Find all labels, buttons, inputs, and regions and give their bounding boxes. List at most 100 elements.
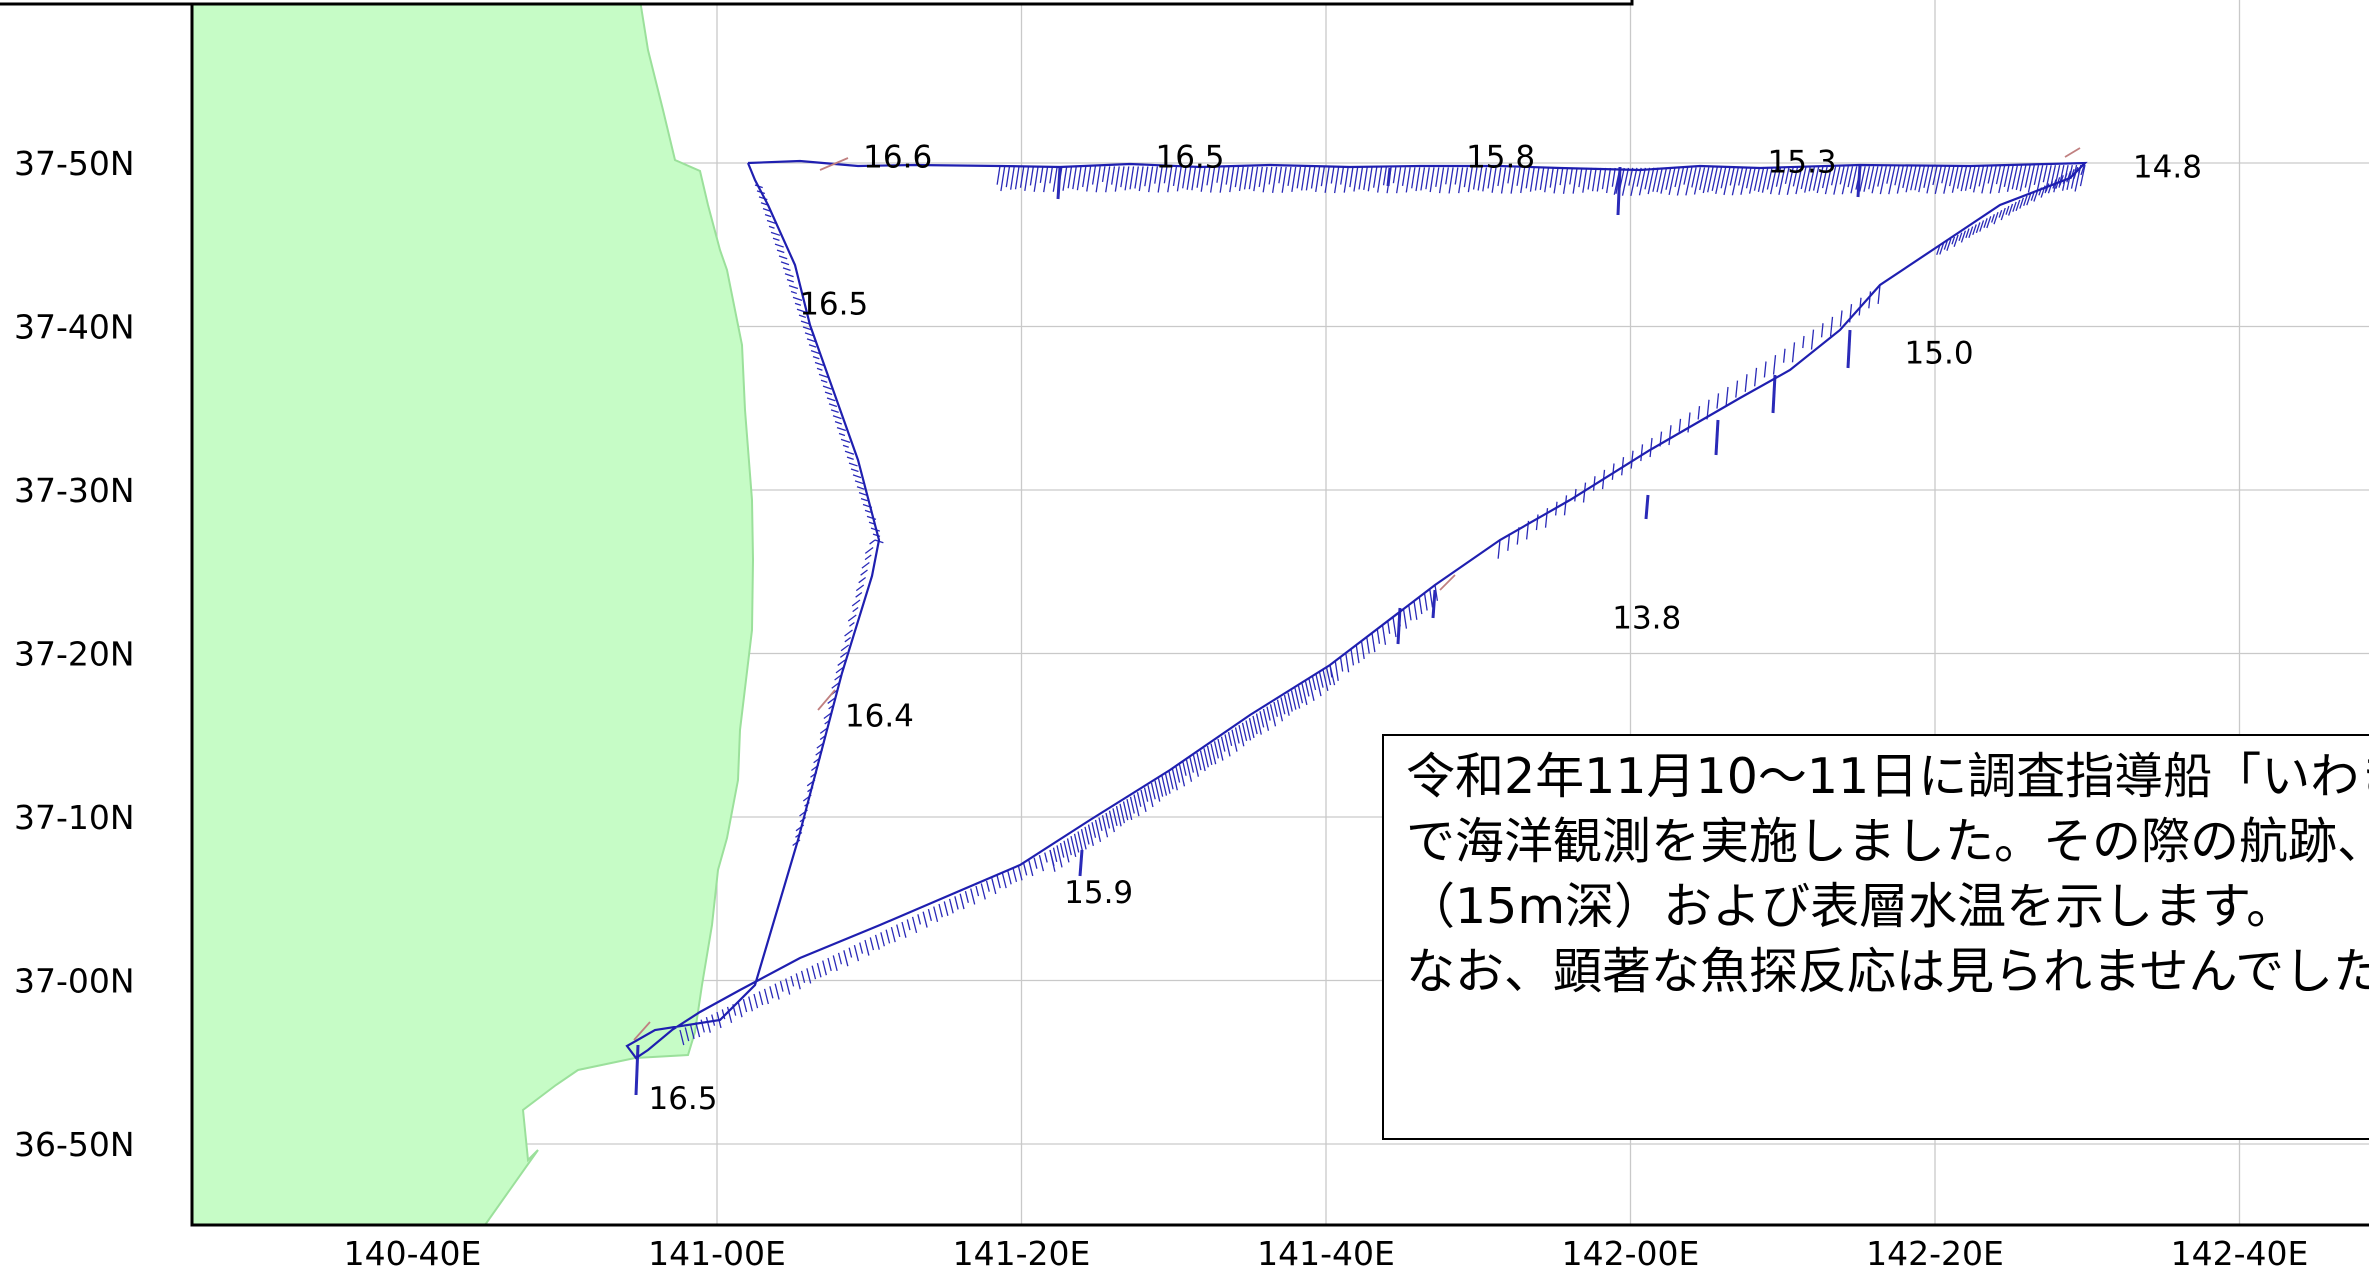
current-vector (684, 1027, 690, 1042)
current-vector (827, 957, 832, 972)
current-vector (1784, 166, 1790, 185)
current-vector (996, 875, 1001, 889)
current-vector (1926, 165, 1934, 194)
current-vector (1168, 771, 1174, 790)
current-vector (1905, 165, 1913, 193)
current-vector (1072, 166, 1077, 190)
current-vector (1262, 166, 1268, 193)
current-vector (1674, 167, 1680, 188)
current-vector (1418, 596, 1423, 615)
current-vector (1472, 167, 1478, 190)
current-vector (1998, 209, 2003, 218)
current-vector (970, 888, 976, 905)
current-vector (1144, 166, 1149, 187)
current-vector (1334, 660, 1339, 681)
current-vector (1080, 829, 1087, 850)
current-vector (1052, 166, 1058, 192)
current-vector (1253, 166, 1259, 192)
current-vector (1082, 166, 1087, 188)
current-vector (1101, 166, 1106, 183)
current-vector (1748, 166, 1756, 194)
current-vector (1841, 166, 1849, 195)
current-vector (2019, 197, 2024, 209)
current-vector (1134, 166, 1139, 189)
current-vector (806, 968, 812, 984)
current-vector (1372, 167, 1378, 188)
current-vector (1995, 165, 2002, 185)
ship-track (625, 159, 2088, 1060)
current-vector (1965, 228, 1970, 239)
temperature-label: 14.8 (2133, 149, 2202, 185)
current-vector (1329, 664, 1333, 678)
observation-note-text: 令和2年11月10～11日に調査指導船「いわき丸」で海洋観測を実施しました。その… (1406, 748, 2369, 1000)
current-vector (1978, 165, 1985, 187)
current-vector (1287, 692, 1293, 712)
current-vector (1582, 482, 1587, 503)
current-vector (831, 681, 840, 689)
current-vector (1396, 607, 1402, 645)
longitude-label: 141-20E (953, 1234, 1091, 1271)
current-vector (1939, 242, 1945, 255)
current-vector (855, 584, 865, 592)
current-vector (758, 991, 764, 1006)
current-vector (901, 921, 907, 938)
current-vector (1960, 165, 1968, 192)
current-vector (1157, 778, 1164, 797)
current-vector (1795, 166, 1803, 195)
current-vector (869, 539, 876, 545)
current-vector (848, 462, 858, 467)
current-vector (1066, 838, 1072, 856)
current-vector (1056, 166, 1062, 200)
current-vector (1273, 701, 1278, 717)
current-vector (1539, 167, 1545, 190)
current-vector (800, 320, 810, 325)
current-vector (1033, 857, 1038, 869)
current-vector (1154, 780, 1161, 802)
current-vector (2012, 201, 2017, 212)
current-vector (1231, 729, 1238, 752)
current-vector (774, 983, 780, 1000)
current-vector (1549, 167, 1554, 188)
current-vector (679, 1029, 685, 1046)
current-vector (1070, 835, 1077, 858)
current-vector (1238, 724, 1245, 747)
current-vector (1164, 773, 1171, 794)
current-vector (1355, 644, 1360, 664)
current-vector (1382, 167, 1387, 186)
current-vector (1349, 167, 1354, 188)
current-vector (814, 361, 825, 367)
current-vector (864, 554, 872, 561)
current-vector (1979, 220, 1985, 232)
current-vector (1126, 798, 1133, 821)
current-vector (1305, 166, 1311, 191)
current-vector (1376, 628, 1381, 644)
current-vector (1507, 167, 1511, 184)
current-vector (837, 659, 846, 666)
current-vector (1553, 167, 1559, 194)
current-vector (1918, 165, 1925, 193)
current-vector (1829, 316, 1834, 337)
current-vector (1616, 166, 1622, 216)
current-vector (1735, 380, 1739, 398)
current-vector (1438, 167, 1445, 194)
current-vector (1206, 745, 1213, 766)
current-vector (1578, 167, 1583, 188)
wind-marker (819, 157, 849, 171)
current-vector (1647, 167, 1655, 195)
current-vector (1167, 166, 1173, 193)
current-vector (859, 942, 864, 954)
current-vector (1812, 166, 1820, 191)
current-vector (1592, 476, 1596, 491)
longitude-labels: 140-40E 141-00E 141-20E 141-40E 142-00E 142-2… (344, 1234, 2309, 1271)
current-vector (811, 965, 817, 980)
current-vector (828, 403, 838, 408)
current-vector (1448, 167, 1454, 194)
current-vector (864, 546, 874, 554)
current-vector (1010, 165, 1015, 190)
current-vector (1304, 681, 1310, 697)
current-vector (1429, 588, 1434, 608)
current-vector (1381, 624, 1387, 645)
current-vector (1804, 166, 1811, 193)
current-vector (1729, 167, 1735, 186)
current-vector (975, 885, 980, 897)
